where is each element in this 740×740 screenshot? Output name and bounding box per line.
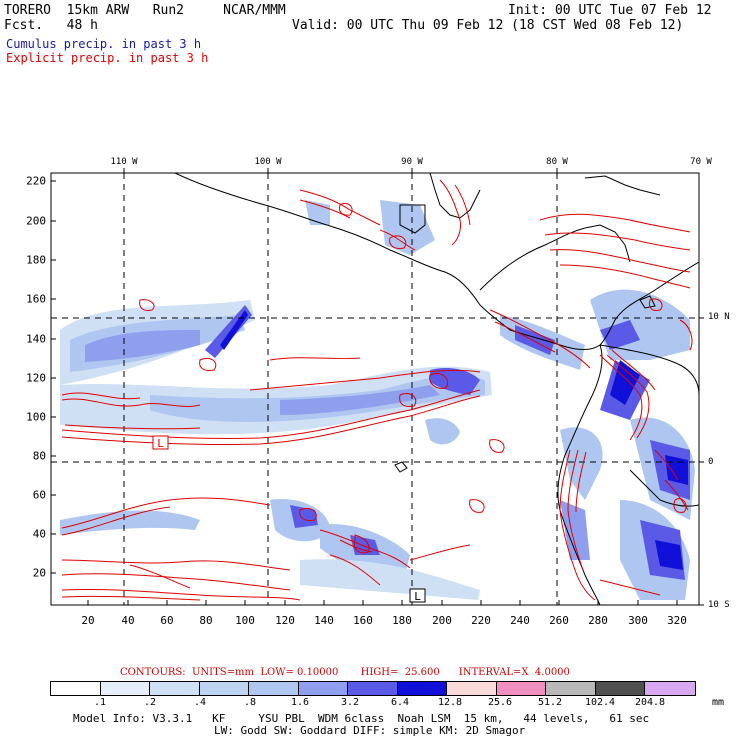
y-tick: 80: [32, 449, 46, 463]
lon-label-110w: 110 W: [110, 157, 138, 167]
colorbar-cell: [348, 682, 398, 695]
lon-label-90w: 90 W: [401, 157, 423, 167]
x-tick: 160: [353, 614, 373, 627]
colorbar-label: 25.6: [487, 697, 513, 708]
y-tick: 200: [26, 214, 46, 228]
lat-label-0: 0: [708, 457, 714, 467]
forecast-hour: Fcst. 48 h: [4, 18, 98, 33]
colorbar-label: 6.4: [390, 697, 410, 708]
colorbar-cell: [397, 682, 447, 695]
colorbar-cell: [150, 682, 200, 695]
y-tick: 180: [26, 253, 46, 267]
low-marker-south: L: [409, 588, 426, 603]
low-label: L: [414, 590, 421, 603]
x-tick: 280: [588, 614, 608, 627]
x-tick: 40: [121, 614, 135, 627]
colorbar: [50, 681, 696, 696]
y-tick: 60: [32, 488, 46, 502]
x-tick: 100: [235, 614, 255, 627]
colorbar-cell: [447, 682, 497, 695]
y-tick: 40: [32, 527, 46, 541]
lat-label-10n: 10 N: [708, 312, 730, 322]
colorbar-cell: [199, 682, 249, 695]
colorbar-cell: [51, 682, 101, 695]
valid-time: Valid: 00 UTC Thu 09 Feb 12 (18 CST Wed …: [292, 18, 684, 33]
x-tick: 200: [432, 614, 452, 627]
colorbar-label: .2: [143, 697, 157, 708]
low-marker-west: L: [152, 435, 169, 450]
graticule: [51, 173, 699, 605]
cumulus-precip-shading: [60, 200, 695, 600]
colorbar-cell: [100, 682, 150, 695]
colorbar-cell: [645, 682, 695, 695]
colorbar-label: .8: [243, 697, 257, 708]
explicit-precip-contours: [61, 179, 693, 601]
colorbar-label: 3.2: [340, 697, 360, 708]
colorbar-label: 204.8: [634, 697, 666, 708]
x-tick: 80: [199, 614, 213, 627]
colorbar-label: 102.4: [584, 697, 616, 708]
colorbar-cell: [496, 682, 546, 695]
colorbar-label: 12.8: [437, 697, 463, 708]
contours-info: CONTOURS: UNITS=mm LOW= 0.10000 HIGH= 25…: [120, 667, 570, 678]
legend-explicit: Explicit precip. in past 3 h: [6, 51, 209, 65]
x-tick: 320: [667, 614, 687, 627]
x-tick: 300: [628, 614, 648, 627]
x-tick: 220: [471, 614, 491, 627]
legend-cumulus: Cumulus precip. in past 3 h: [6, 37, 202, 51]
y-tick: 160: [26, 292, 46, 306]
map-frame: [50, 172, 700, 606]
colorbar-cell: [546, 682, 596, 695]
y-tick: 20: [32, 566, 46, 580]
colorbar-label: .1: [93, 697, 107, 708]
colorbar-cell: [595, 682, 645, 695]
model-info-physics: LW: Godd SW: Goddard DIFF: simple KM: 2D…: [214, 724, 526, 737]
y-tick: 100: [26, 410, 46, 424]
colorbar-cell: [298, 682, 348, 695]
y-tick: 140: [26, 332, 46, 346]
colorbar-cell: [249, 682, 299, 695]
lon-label-80w: 80 W: [546, 157, 568, 167]
low-label: L: [157, 437, 164, 450]
lat-label-10s: 10 S: [708, 600, 730, 610]
colorbar-label: .4: [193, 697, 207, 708]
x-tick: 240: [510, 614, 530, 627]
x-tick: 140: [314, 614, 334, 627]
model-info: Model Info: V3.3.1 KF YSU PBL WDM 6class…: [73, 712, 650, 725]
colorbar-unit: mm: [712, 697, 725, 708]
x-tick: 260: [549, 614, 569, 627]
x-tick: 60: [160, 614, 174, 627]
x-tick: 120: [275, 614, 295, 627]
y-tick: 220: [26, 174, 46, 188]
lon-label-70w: 70 W: [690, 157, 712, 167]
init-time: Init: 00 UTC Tue 07 Feb 12: [508, 3, 712, 18]
colorbar-label: 51.2: [537, 697, 563, 708]
model-title: TORERO 15km ARW Run2 NCAR/MMM: [4, 3, 286, 18]
lon-label-100w: 100 W: [254, 157, 282, 167]
colorbar-label: 1.6: [290, 697, 310, 708]
x-tick: 20: [81, 614, 95, 627]
y-tick: 120: [26, 371, 46, 385]
x-tick: 180: [392, 614, 412, 627]
coastlines: [174, 173, 699, 605]
frame-ticks: [51, 168, 704, 606]
